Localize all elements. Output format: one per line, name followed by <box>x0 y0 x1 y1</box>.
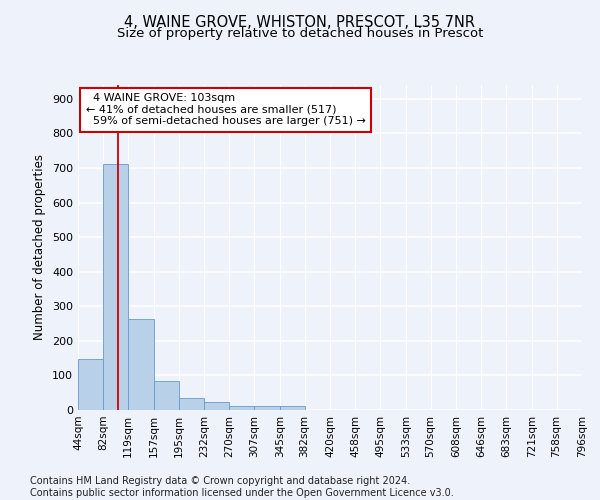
Text: Contains HM Land Registry data © Crown copyright and database right 2024.
Contai: Contains HM Land Registry data © Crown c… <box>30 476 454 498</box>
Bar <box>128 318 154 410</box>
Bar <box>103 164 128 410</box>
Text: Size of property relative to detached houses in Prescot: Size of property relative to detached ho… <box>117 28 483 40</box>
Bar <box>280 406 305 410</box>
Bar <box>179 398 204 410</box>
Text: 4, WAINE GROVE, WHISTON, PRESCOT, L35 7NR: 4, WAINE GROVE, WHISTON, PRESCOT, L35 7N… <box>125 15 476 30</box>
Bar <box>254 406 280 410</box>
Bar <box>154 380 179 410</box>
Bar <box>78 359 103 410</box>
Y-axis label: Number of detached properties: Number of detached properties <box>34 154 46 340</box>
Text: 4 WAINE GROVE: 103sqm
← 41% of detached houses are smaller (517)
  59% of semi-d: 4 WAINE GROVE: 103sqm ← 41% of detached … <box>86 93 365 126</box>
Bar <box>204 402 229 410</box>
Bar <box>229 406 254 410</box>
